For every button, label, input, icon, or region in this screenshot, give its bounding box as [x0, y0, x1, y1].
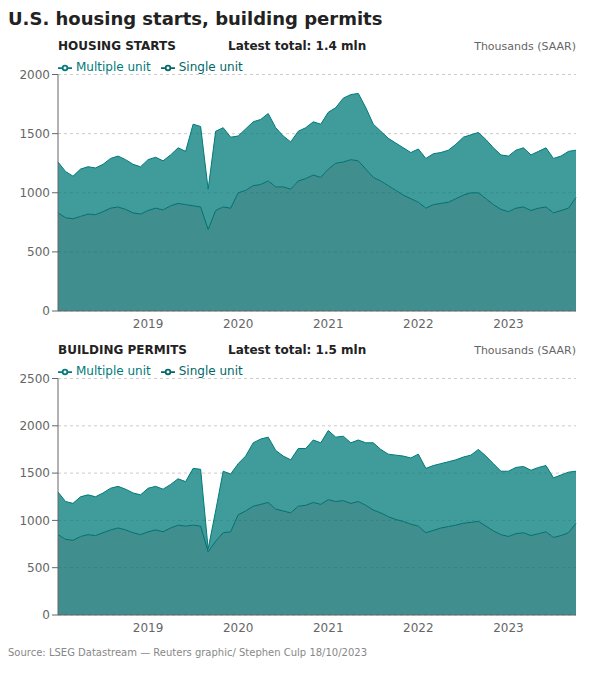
svg-text:2020: 2020 [223, 621, 254, 635]
svg-text:0: 0 [42, 304, 50, 318]
svg-text:2000: 2000 [19, 419, 50, 433]
svg-text:2022: 2022 [403, 621, 434, 635]
html-text:HOUSING STARTS: HOUSING STARTS [58, 39, 176, 53]
svg-text:2023: 2023 [493, 317, 524, 331]
html-text:Source: LSEG Datastream — Reut: Source: LSEG Datastream — Reuters graphi… [8, 647, 367, 658]
svg-text:0: 0 [42, 608, 50, 622]
svg-text:2021: 2021 [313, 621, 344, 635]
html-text:BUILDING PERMITS: BUILDING PERMITS [58, 343, 187, 357]
html-text:Thousands (SAAR): Thousands (SAAR) [474, 344, 576, 357]
html-text:Latest total: 1.4 mln: Latest total: 1.4 mln [228, 39, 367, 53]
html-text:Multiple unit: Multiple unit [76, 60, 151, 74]
svg-text:2021: 2021 [313, 317, 344, 331]
svg-text:1000: 1000 [19, 186, 50, 200]
svg-text:2019: 2019 [133, 317, 164, 331]
svg-text:2022: 2022 [403, 317, 434, 331]
svg-text:500: 500 [27, 245, 50, 259]
svg-text:2020: 2020 [223, 317, 254, 331]
svg-text:1500: 1500 [19, 466, 50, 480]
svg-text:2019: 2019 [133, 621, 164, 635]
svg-text:1500: 1500 [19, 127, 50, 141]
html-text:Single unit: Single unit [178, 364, 243, 378]
svg-text:2000: 2000 [19, 68, 50, 82]
html-text:Single unit: Single unit [178, 60, 243, 74]
html-text:U.S. housing starts, building: U.S. housing starts, building permits [8, 8, 383, 29]
svg-text:500: 500 [27, 561, 50, 575]
svg-text:2023: 2023 [493, 621, 524, 635]
svg-text:1000: 1000 [19, 514, 50, 528]
html-text:Latest total: 1.5 mln: Latest total: 1.5 mln [228, 343, 367, 357]
html-text:Multiple unit: Multiple unit [76, 364, 151, 378]
html-text:Thousands (SAAR): Thousands (SAAR) [474, 40, 576, 53]
svg-text:2500: 2500 [19, 372, 50, 386]
